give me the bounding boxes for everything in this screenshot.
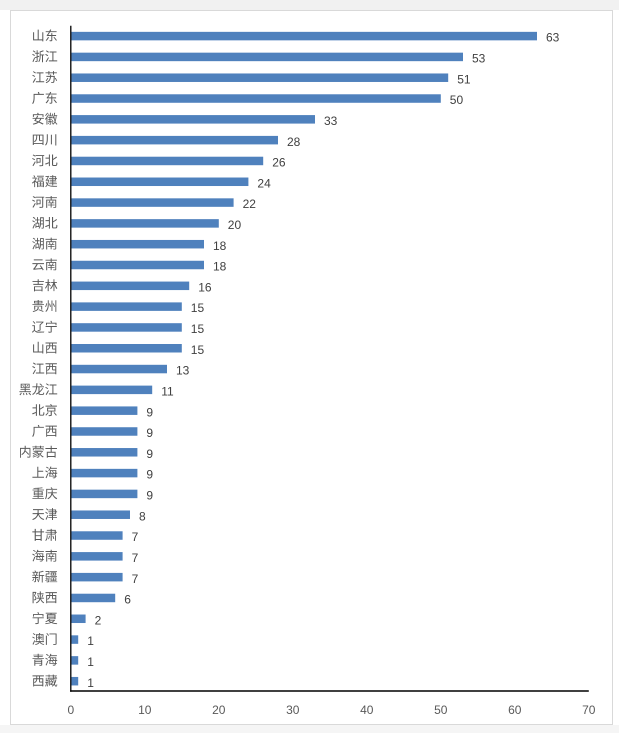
svg-text:9: 9: [146, 468, 153, 482]
svg-text:0: 0: [67, 703, 74, 717]
svg-text:13: 13: [176, 364, 190, 378]
svg-text:18: 18: [213, 239, 227, 253]
svg-text:9: 9: [146, 405, 153, 419]
svg-text:50: 50: [450, 93, 464, 107]
svg-text:22: 22: [243, 197, 257, 211]
svg-text:20: 20: [228, 218, 242, 232]
svg-text:24: 24: [257, 176, 271, 190]
svg-text:11: 11: [161, 384, 174, 398]
svg-text:1: 1: [87, 676, 94, 690]
svg-text:10: 10: [138, 703, 152, 717]
svg-text:1: 1: [87, 634, 94, 648]
svg-text:15: 15: [191, 301, 205, 315]
svg-text:7: 7: [132, 530, 139, 544]
svg-text:7: 7: [132, 572, 139, 586]
svg-text:15: 15: [191, 322, 205, 336]
svg-text:15: 15: [191, 343, 205, 357]
svg-text:40: 40: [360, 703, 374, 717]
svg-text:1: 1: [87, 655, 94, 669]
svg-text:30: 30: [286, 703, 300, 717]
svg-text:51: 51: [457, 72, 471, 86]
svg-text:60: 60: [508, 703, 522, 717]
svg-text:53: 53: [472, 52, 486, 66]
svg-text:50: 50: [434, 703, 448, 717]
svg-text:20: 20: [212, 703, 226, 717]
svg-text:7: 7: [132, 551, 139, 565]
svg-text:9: 9: [146, 447, 153, 461]
svg-text:63: 63: [546, 31, 560, 45]
svg-text:16: 16: [198, 280, 212, 294]
svg-text:28: 28: [287, 135, 301, 149]
svg-text:8: 8: [139, 509, 146, 523]
svg-text:9: 9: [146, 426, 153, 440]
svg-text:9: 9: [146, 489, 153, 503]
svg-text:2: 2: [95, 613, 102, 627]
svg-text:18: 18: [213, 260, 227, 274]
svg-text:70: 70: [582, 703, 596, 717]
svg-text:33: 33: [324, 114, 338, 128]
svg-text:26: 26: [272, 156, 286, 170]
svg-text:6: 6: [124, 593, 131, 607]
